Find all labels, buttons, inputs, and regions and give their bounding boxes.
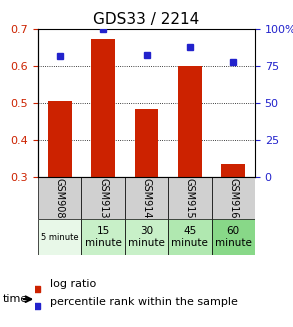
Text: GSM915: GSM915 bbox=[185, 178, 195, 218]
Text: 60
minute: 60 minute bbox=[215, 226, 252, 248]
FancyBboxPatch shape bbox=[168, 219, 212, 255]
FancyBboxPatch shape bbox=[212, 219, 255, 255]
Text: 45
minute: 45 minute bbox=[171, 226, 208, 248]
FancyBboxPatch shape bbox=[81, 177, 125, 219]
FancyBboxPatch shape bbox=[38, 219, 81, 255]
Text: log ratio: log ratio bbox=[50, 280, 96, 289]
FancyBboxPatch shape bbox=[38, 177, 81, 219]
Text: GSM916: GSM916 bbox=[228, 178, 238, 218]
FancyBboxPatch shape bbox=[81, 219, 125, 255]
Title: GDS33 / 2214: GDS33 / 2214 bbox=[93, 12, 200, 27]
FancyBboxPatch shape bbox=[212, 177, 255, 219]
Text: time: time bbox=[3, 294, 28, 304]
FancyBboxPatch shape bbox=[168, 177, 212, 219]
Text: GSM914: GSM914 bbox=[142, 178, 151, 218]
Bar bbox=[134, 109, 159, 177]
Bar bbox=[221, 164, 245, 177]
FancyBboxPatch shape bbox=[125, 177, 168, 219]
Text: 5 minute: 5 minute bbox=[41, 232, 79, 242]
Text: GSM913: GSM913 bbox=[98, 178, 108, 218]
Bar bbox=[48, 101, 72, 177]
Text: percentile rank within the sample: percentile rank within the sample bbox=[50, 298, 238, 307]
Text: 15
minute: 15 minute bbox=[85, 226, 122, 248]
Text: GSM908: GSM908 bbox=[55, 178, 65, 218]
FancyBboxPatch shape bbox=[125, 219, 168, 255]
Text: 30
minute: 30 minute bbox=[128, 226, 165, 248]
Bar bbox=[91, 39, 115, 177]
Bar bbox=[178, 66, 202, 177]
